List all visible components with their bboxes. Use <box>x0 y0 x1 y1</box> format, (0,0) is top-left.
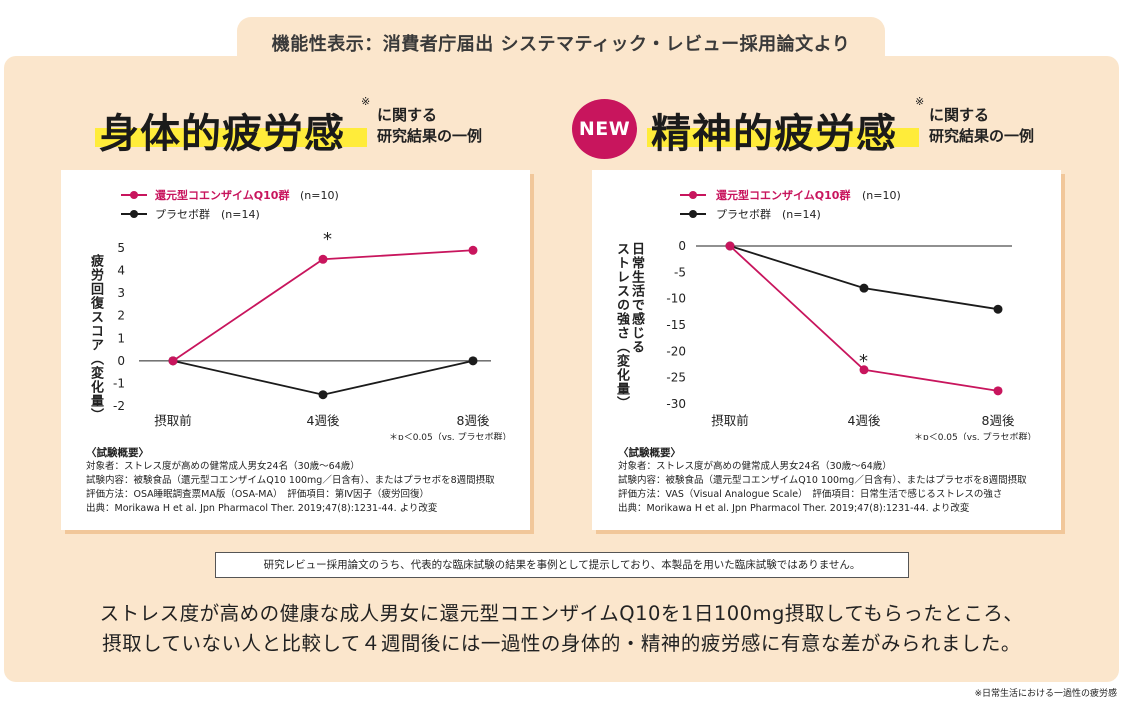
left-section-title: 身体的疲労感 ※ に関する 研究結果の一例 <box>95 95 515 157</box>
right-title-sub2: 研究結果の一例 <box>929 127 1035 145</box>
header-caption: 機能性表示：消費者庁届出 システマティック・レビュー採用論文より <box>271 34 851 55</box>
q10-series-line <box>172 249 474 362</box>
x-tick-label: 4週後 <box>307 413 340 428</box>
trial-summary: 〈試験概要〉 対象者：ストレス度が高めの健常成人男女24名（30歳〜64歳） 試… <box>86 446 495 516</box>
significance-mark: * <box>859 351 868 372</box>
x-tick-label: 8週後 <box>982 413 1015 428</box>
y-tick-label: 4 <box>117 264 125 278</box>
placebo-data-point <box>468 356 478 366</box>
physical-fatigue-chart: 還元型コエンザイムQ10群 (n=10) プラセボ群 (n=14) 5 4 3 2 1 0… <box>113 188 512 440</box>
right-title-mark: ※ <box>915 95 925 108</box>
legend-marker-q10 <box>689 191 697 199</box>
trial-summary: 〈試験概要〉 対象者：ストレス度が高めの健常成人男女24名（30歳〜64歳） 試… <box>618 446 1027 516</box>
left-title-sub1: に関する <box>377 106 438 124</box>
legend-n-placebo: (n=14) <box>782 208 821 221</box>
y-tick-label: 2 <box>117 309 125 323</box>
significance-mark: * <box>323 229 332 250</box>
legend-marker-placebo <box>689 210 697 218</box>
y-tick-label: 0 <box>117 354 125 368</box>
significance-note: ＊p＜0.05（vs. プラセボ群） <box>389 431 512 440</box>
q10-data-point <box>318 254 328 264</box>
left-title-main: 身体的疲労感 <box>99 111 345 157</box>
trial-line: 試験内容：被験食品（還元型コエンザイムQ10 100mg／日含有）、またはプラセ… <box>618 475 1027 486</box>
legend-marker-q10 <box>130 191 138 199</box>
trial-line: 出典：Morikawa H et al. Jpn Pharmacol Ther.… <box>86 503 438 514</box>
y-tick-label: -25 <box>666 371 686 385</box>
q10-data-point <box>725 241 735 251</box>
x-tick-label: 4週後 <box>848 413 881 428</box>
legend-n-placebo: (n=14) <box>221 208 260 221</box>
y-tick-label: -10 <box>666 292 686 306</box>
right-title-main: 精神的疲労感 <box>651 111 897 157</box>
legend-marker-placebo <box>130 210 138 218</box>
trial-line: 試験内容：被験食品（還元型コエンザイムQ10 100mg／日含有）、またはプラセ… <box>86 475 495 486</box>
trial-title: 〈試験概要〉 <box>86 447 149 459</box>
legend-label-q10: 還元型コエンザイムQ10群 <box>716 188 850 202</box>
q10-data-point <box>168 356 178 366</box>
y-axis-label: 日常生活で感じる ストレスの強さ（変化量） <box>612 242 644 410</box>
x-tick-label: 8週後 <box>457 413 490 428</box>
trial-line: 対象者：ストレス度が高めの健常成人男女24名（30歳〜64歳） <box>618 461 892 472</box>
trial-line: 出典：Morikawa H et al. Jpn Pharmacol Ther.… <box>618 503 970 514</box>
y-tick-label: 5 <box>117 241 125 255</box>
footnote: ※日常生活における一過性の疲労感 <box>974 689 1117 699</box>
mental-fatigue-chart-card: 還元型コエンザイムQ10群 (n=10) プラセボ群 (n=14) 0 -5 -10… <box>592 170 1061 530</box>
summary-line-1: ストレス度が高めの健康な成人男女に還元型コエンザイムQ10を1日100mg摂取し… <box>99 602 1024 625</box>
mental-fatigue-chart: 還元型コエンザイムQ10群 (n=10) プラセボ群 (n=14) 0 -5 -10… <box>666 188 1037 440</box>
placebo-data-point <box>993 304 1003 314</box>
header-tab <box>237 17 885 77</box>
placebo-data-point <box>859 283 869 293</box>
y-tick-label: -30 <box>666 397 686 411</box>
title-highlight <box>647 128 919 147</box>
placebo-series-line <box>729 245 999 311</box>
legend-n-q10: (n=10) <box>862 189 901 202</box>
x-tick-label: 摂取前 <box>711 413 749 428</box>
trial-line: 対象者：ストレス度が高めの健常成人男女24名（30歳〜64歳） <box>86 461 360 472</box>
trial-title: 〈試験概要〉 <box>618 447 681 459</box>
y-tick-label: -15 <box>666 318 686 332</box>
y-tick-label: -20 <box>666 344 686 358</box>
legend-label-placebo: プラセボ群 <box>155 207 210 221</box>
physical-fatigue-chart-card: 還元型コエンザイムQ10群 (n=10) プラセボ群 (n=14) 5 4 3 2 1 0… <box>61 170 530 530</box>
y-tick-label: -1 <box>113 376 125 390</box>
legend-n-q10: (n=10) <box>300 189 339 202</box>
y-tick-label: 0 <box>678 239 686 253</box>
q10-data-point <box>468 245 478 255</box>
disclaimer-box: 研究レビュー採用論文のうち、代表的な臨床試験の結果を事例として提示しており、本製… <box>215 552 909 578</box>
trial-line: 評価方法：VAS（Visual Analogue Scale） 評価項目：日常生… <box>618 489 1003 500</box>
y-axis-label-line2: ストレスの強さ（変化量） <box>614 242 629 410</box>
y-tick-label: -2 <box>113 399 125 413</box>
legend-label-q10: 還元型コエンザイムQ10群 <box>155 188 289 202</box>
title-highlight <box>95 128 367 147</box>
right-title-sub1: に関する <box>929 106 990 124</box>
significance-note: ＊p＜0.05（vs. プラセボ群） <box>914 431 1037 440</box>
x-tick-label: 摂取前 <box>154 413 192 428</box>
summary-line-2: 摂取していない人と比較して４週間後には一過性の身体的・精神的疲労感に有意な差がみ… <box>102 632 1021 655</box>
new-badge: NEW <box>572 99 637 159</box>
q10-data-point <box>993 386 1003 396</box>
y-axis-label-line1: 日常生活で感じる <box>629 242 644 354</box>
left-title-sub2: 研究結果の一例 <box>377 127 483 145</box>
right-section-title: 精神的疲労感 ※ に関する 研究結果の一例 <box>647 95 1067 157</box>
left-title-mark: ※ <box>361 95 371 108</box>
y-tick-label: 1 <box>117 331 125 345</box>
placebo-series-line <box>172 359 474 396</box>
y-tick-label: 3 <box>117 286 125 300</box>
legend-label-placebo: プラセボ群 <box>716 207 771 221</box>
q10-data-point <box>859 365 869 375</box>
y-axis-label: 疲労回復スコア（変化量） <box>88 254 103 422</box>
trial-line: 評価方法：OSA睡眠調査票MA版（OSA-MA） 評価項目：第Ⅳ因子（疲労回復） <box>86 489 429 500</box>
y-tick-label: -5 <box>674 265 686 279</box>
placebo-data-point <box>318 390 328 400</box>
